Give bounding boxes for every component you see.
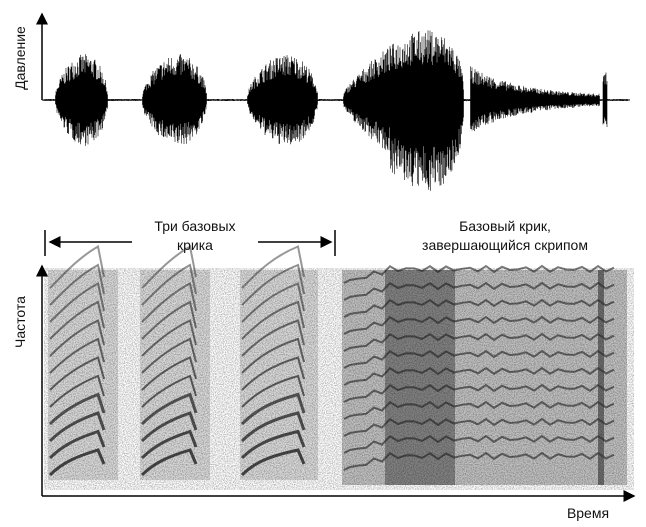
waveform-ylabel: Давление	[12, 26, 28, 90]
spectrogram-ylabel: Частота	[12, 296, 28, 348]
waveform	[43, 30, 628, 191]
annotation-three-cries-1: Три базовых	[154, 218, 235, 234]
spectrogram	[44, 244, 634, 490]
noise-overlay	[44, 268, 634, 490]
annotation-three-cries-2: крика	[177, 237, 213, 253]
spectrogram-xlabel: Время	[567, 505, 609, 521]
annotation-cry-squeak-1: Базовый крик,	[459, 218, 551, 234]
annotation-cry-squeak-2: завершающийся скрипом	[422, 237, 588, 253]
waveform-trace	[43, 30, 628, 191]
